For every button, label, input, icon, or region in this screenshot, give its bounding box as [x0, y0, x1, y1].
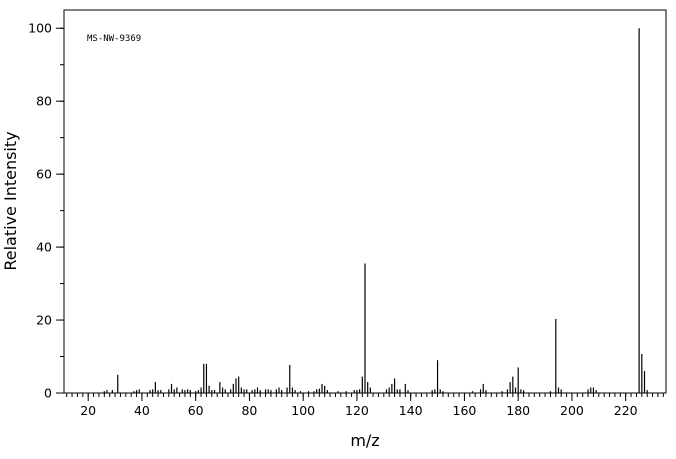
x-tick-label: 160 [453, 403, 477, 418]
x-tick-label: 200 [560, 403, 584, 418]
x-tick-label: 120 [345, 403, 369, 418]
y-tick-label: 0 [44, 386, 52, 401]
x-tick-label: 180 [506, 403, 530, 418]
y-tick-label: 40 [36, 240, 52, 255]
x-tick-label: 100 [291, 403, 315, 418]
x-tick-label: 220 [614, 403, 638, 418]
x-tick-label: 20 [80, 403, 96, 418]
x-tick-label: 140 [399, 403, 423, 418]
y-tick-label: 60 [36, 167, 52, 182]
y-axis-title: Relative Intensity [1, 131, 20, 270]
y-tick-label: 80 [36, 94, 52, 109]
x-axis-title: m/z [350, 431, 379, 450]
y-tick-label: 20 [36, 313, 52, 328]
x-tick-label: 40 [134, 403, 150, 418]
annotation: MS-NW-9369 [87, 34, 141, 44]
x-tick-label: 60 [188, 403, 204, 418]
y-tick-label: 100 [28, 21, 52, 36]
x-tick-label: 80 [241, 403, 257, 418]
